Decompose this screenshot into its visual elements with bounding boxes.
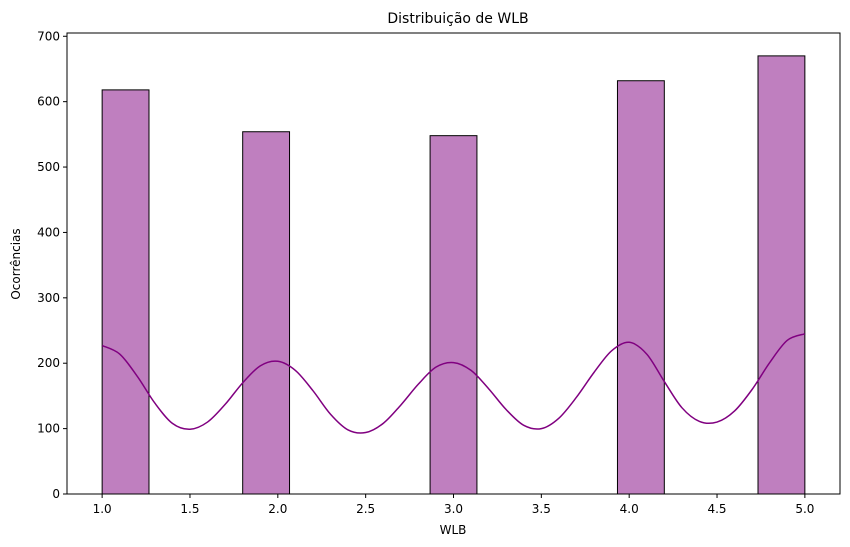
y-tick-label-500: 500 [37, 160, 60, 174]
x-tick-label-4.0: 4.0 [620, 502, 639, 516]
y-axis-label: Ocorrências [9, 228, 23, 299]
x-tick-label-1.0: 1.0 [93, 502, 112, 516]
histogram-bar-2 [242, 131, 291, 495]
x-tick-label-2.0: 2.0 [268, 502, 287, 516]
x-tick-label-2.5: 2.5 [356, 502, 375, 516]
x-axis-label: WLB [440, 523, 467, 537]
x-tick-label-5.0: 5.0 [795, 502, 814, 516]
x-tick-label-3.5: 3.5 [532, 502, 551, 516]
y-tick-label-100: 100 [37, 422, 60, 436]
y-tick-label-200: 200 [37, 356, 60, 370]
kde-line [101, 333, 806, 434]
y-tick-label-600: 600 [37, 95, 60, 109]
histogram-bar-3 [429, 135, 478, 495]
histogram-bar-5 [757, 55, 806, 495]
y-tick-label-0: 0 [52, 487, 60, 501]
y-tick-label-400: 400 [37, 225, 60, 239]
x-tick-label-1.5: 1.5 [180, 502, 199, 516]
y-tick-label-700: 700 [37, 29, 60, 43]
histogram-bar-1 [101, 89, 150, 495]
chart-title: Distribuição de WLB [387, 11, 528, 27]
y-tick-label-300: 300 [37, 291, 60, 305]
x-tick-label-3.0: 3.0 [444, 502, 463, 516]
x-tick-label-4.5: 4.5 [707, 502, 726, 516]
histogram-bar-4 [616, 80, 665, 495]
plot-area: 1.0 1.5 2.0 2.5 3.0 3.5 4.0 4.5 5.0 0 100 200 300 400… [37, 29, 841, 516]
